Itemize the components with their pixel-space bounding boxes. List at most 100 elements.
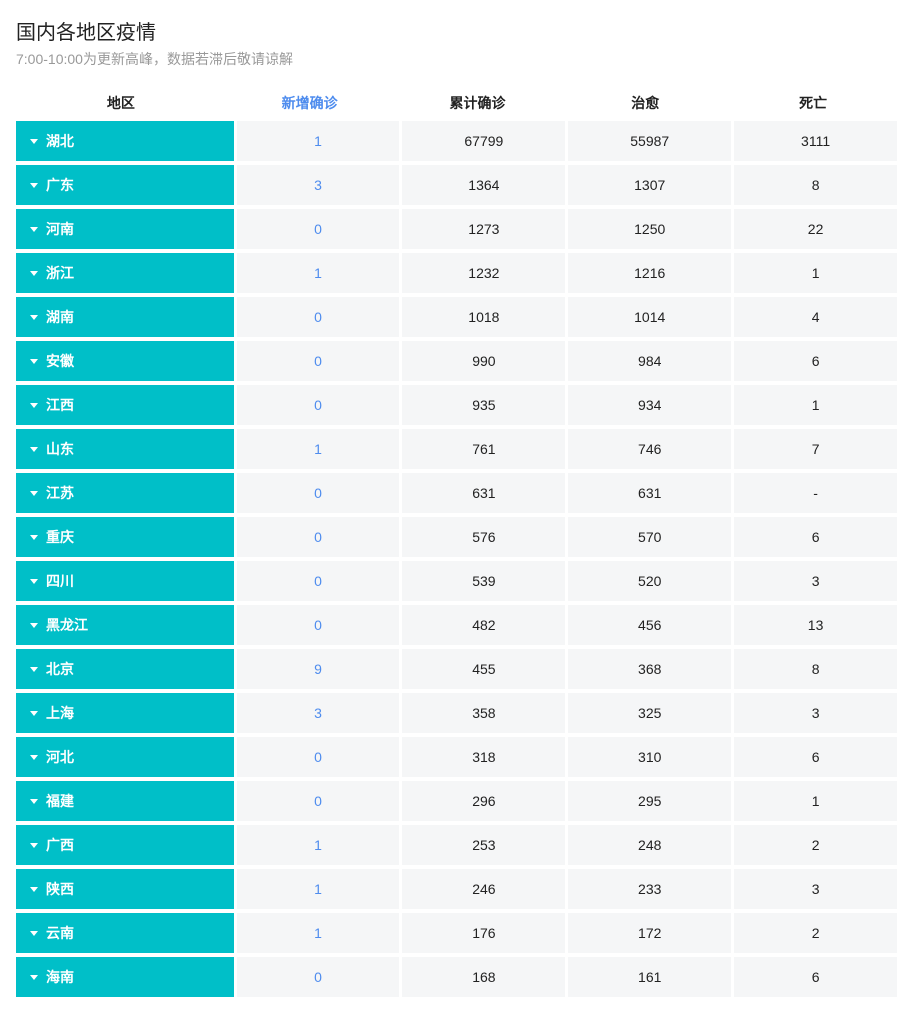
table-row[interactable]: 湖南0101810144 [16,297,897,337]
region-label: 广东 [46,175,74,195]
table-row[interactable]: 江西09359341 [16,385,897,425]
caret-down-icon [30,667,38,672]
region-label: 湖北 [46,131,74,151]
column-header-region[interactable]: 地区 [16,93,226,113]
deaths-cell: 22 [734,209,897,249]
page-title: 国内各地区疫情 [16,16,897,45]
region-label: 河南 [46,219,74,239]
recovered-cell: 1216 [568,253,731,293]
region-cell[interactable]: 湖北 [16,121,234,161]
recovered-cell: 161 [568,957,731,997]
region-cell[interactable]: 海南 [16,957,234,997]
total-cases-cell: 358 [402,693,565,733]
region-cell[interactable]: 河北 [16,737,234,777]
region-cell[interactable]: 福建 [16,781,234,821]
region-cell[interactable]: 江苏 [16,473,234,513]
table-row[interactable]: 河南01273125022 [16,209,897,249]
region-label: 陕西 [46,879,74,899]
region-cell[interactable]: 河南 [16,209,234,249]
new-cases-cell: 3 [237,165,400,205]
region-cell[interactable]: 安徽 [16,341,234,381]
caret-down-icon [30,579,38,584]
total-cases-cell: 1364 [402,165,565,205]
table-row[interactable]: 山东17617467 [16,429,897,469]
epidemic-table: 地区新增确诊累计确诊治愈死亡 湖北167799559873111广东313641… [16,85,897,997]
deaths-cell: 7 [734,429,897,469]
table-row[interactable]: 河北03183106 [16,737,897,777]
deaths-cell: 3 [734,693,897,733]
table-row[interactable]: 浙江1123212161 [16,253,897,293]
new-cases-cell: 0 [237,209,400,249]
deaths-cell: 8 [734,649,897,689]
column-header-total_cases[interactable]: 累计确诊 [394,93,562,113]
caret-down-icon [30,403,38,408]
recovered-cell: 631 [568,473,731,513]
region-cell[interactable]: 广东 [16,165,234,205]
region-cell[interactable]: 黑龙江 [16,605,234,645]
table-row[interactable]: 安徽09909846 [16,341,897,381]
table-row[interactable]: 广西12532482 [16,825,897,865]
caret-down-icon [30,623,38,628]
new-cases-cell: 0 [237,385,400,425]
table-row[interactable]: 重庆05765706 [16,517,897,557]
deaths-cell: 4 [734,297,897,337]
caret-down-icon [30,931,38,936]
table-row[interactable]: 黑龙江048245613 [16,605,897,645]
deaths-cell: 3111 [734,121,897,161]
table-row[interactable]: 广东3136413078 [16,165,897,205]
table-row[interactable]: 江苏0631631- [16,473,897,513]
recovered-cell: 1250 [568,209,731,249]
deaths-cell: 2 [734,913,897,953]
table-row[interactable]: 福建02962951 [16,781,897,821]
region-cell[interactable]: 上海 [16,693,234,733]
table-row[interactable]: 四川05395203 [16,561,897,601]
recovered-cell: 570 [568,517,731,557]
table-row[interactable]: 海南01681616 [16,957,897,997]
region-cell[interactable]: 北京 [16,649,234,689]
region-cell[interactable]: 广西 [16,825,234,865]
region-cell[interactable]: 江西 [16,385,234,425]
total-cases-cell: 1232 [402,253,565,293]
total-cases-cell: 631 [402,473,565,513]
table-row[interactable]: 云南11761722 [16,913,897,953]
region-cell[interactable]: 山东 [16,429,234,469]
deaths-cell: 3 [734,869,897,909]
recovered-cell: 55987 [568,121,731,161]
total-cases-cell: 576 [402,517,565,557]
region-label: 上海 [46,703,74,723]
deaths-cell: 8 [734,165,897,205]
table-row[interactable]: 北京94553688 [16,649,897,689]
total-cases-cell: 539 [402,561,565,601]
caret-down-icon [30,447,38,452]
new-cases-cell: 1 [237,869,400,909]
new-cases-cell: 1 [237,121,400,161]
region-label: 福建 [46,791,74,811]
total-cases-cell: 253 [402,825,565,865]
page-subtitle: 7:00-10:00为更新高峰，数据若滞后敬请谅解 [16,49,897,69]
region-cell[interactable]: 湖南 [16,297,234,337]
region-cell[interactable]: 云南 [16,913,234,953]
region-label: 江西 [46,395,74,415]
region-cell[interactable]: 浙江 [16,253,234,293]
total-cases-cell: 67799 [402,121,565,161]
column-header-recovered[interactable]: 治愈 [561,93,729,113]
recovered-cell: 248 [568,825,731,865]
new-cases-cell: 0 [237,605,400,645]
new-cases-cell: 0 [237,297,400,337]
region-cell[interactable]: 重庆 [16,517,234,557]
total-cases-cell: 935 [402,385,565,425]
table-row[interactable]: 上海33583253 [16,693,897,733]
table-row[interactable]: 湖北 167799559873111 [16,121,897,161]
recovered-cell: 310 [568,737,731,777]
region-cell[interactable]: 陕西 [16,869,234,909]
column-header-deaths[interactable]: 死亡 [729,93,897,113]
caret-down-icon [30,535,38,540]
new-cases-cell: 0 [237,561,400,601]
region-label: 北京 [46,659,74,679]
table-row[interactable]: 陕西12462333 [16,869,897,909]
caret-down-icon [30,799,38,804]
column-header-new_cases[interactable]: 新增确诊 [226,93,394,113]
new-cases-cell: 0 [237,473,400,513]
caret-down-icon [30,711,38,716]
region-cell[interactable]: 四川 [16,561,234,601]
